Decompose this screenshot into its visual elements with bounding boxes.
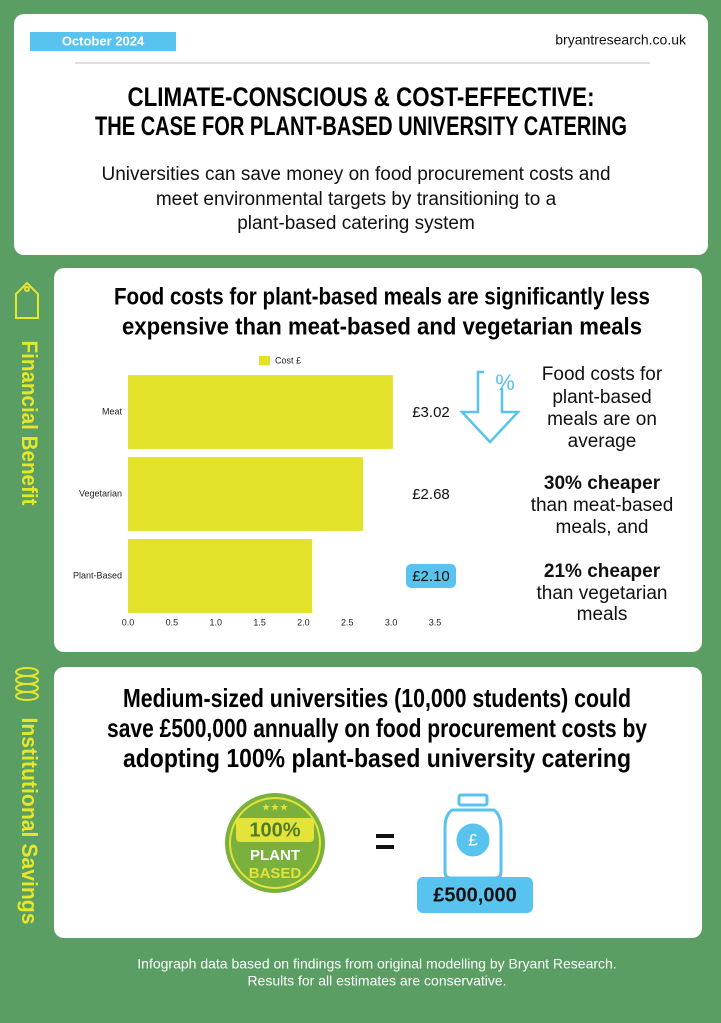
subtitle-line: plant-based catering system <box>237 213 475 234</box>
x-tick-label: 0.5 <box>166 617 179 627</box>
callout-highlight: 21% cheaper <box>544 561 661 582</box>
section-heading: Food costs for plant-based meals are sig… <box>114 283 650 310</box>
side-label: Institutional Savings <box>17 718 42 925</box>
callout-text: than meat-based <box>531 495 674 516</box>
jar-symbol: £ <box>468 830 478 849</box>
svg-text:★★★: ★★★ <box>262 803 289 814</box>
bar <box>128 375 393 449</box>
equals-sign <box>376 834 394 849</box>
coins-icon <box>15 667 39 701</box>
amount-box <box>417 877 533 913</box>
legend-swatch <box>259 356 270 365</box>
section-heading: save £500,000 annually on food procureme… <box>107 713 647 743</box>
callout-text: meals are on <box>547 409 657 430</box>
subtitle-line: Universities can save money on food proc… <box>101 164 610 185</box>
callout-text: plant-based <box>552 387 651 408</box>
amount: £500,000 <box>433 884 516 906</box>
callout-text: meals, and <box>556 517 649 538</box>
date-pill <box>30 32 176 51</box>
down-arrow-icon <box>459 370 521 444</box>
header-card <box>14 14 708 255</box>
bar-chart: 0.0 0.5 1.0 1.5 2.0 2.5 3.0 3.5 Cost £ Meat £3.02 V… <box>73 355 456 627</box>
section-card <box>54 667 702 938</box>
bar <box>128 539 313 613</box>
callout-text: average <box>568 431 637 452</box>
title-line: CLIMATE-CONSCIOUS & COST-EFFECTIVE: <box>128 82 595 112</box>
side-label: Financial Benefit <box>17 341 42 507</box>
x-tick-label: 3.5 <box>429 617 442 627</box>
x-tick-label: 1.0 <box>209 617 222 627</box>
value-label: £3.02 <box>412 404 450 421</box>
category-label: Vegetarian <box>79 488 122 498</box>
x-tick-label: 1.5 <box>253 617 266 627</box>
badge: ★★★ <box>225 793 325 893</box>
x-tick-label: 2.5 <box>341 617 354 627</box>
legend-label: Cost £ <box>275 355 301 365</box>
callout-text: than vegetarian <box>537 583 668 604</box>
callout-text: meals <box>577 604 628 625</box>
date: October 2024 <box>62 33 145 48</box>
value-label: £2.68 <box>412 486 450 503</box>
category-label: Plant-Based <box>73 570 122 580</box>
callout-highlight: 30% cheaper <box>544 473 661 494</box>
title-line: THE CASE FOR PLANT-BASED UNIVERSITY CATE… <box>95 111 627 141</box>
x-tick-label: 2.0 <box>297 617 310 627</box>
badge-text: PLANT <box>250 847 300 864</box>
bar <box>128 457 364 531</box>
money-icon <box>15 281 39 319</box>
value-label: £2.10 <box>412 568 450 585</box>
x-tick-label: 0.0 <box>122 617 135 627</box>
callout-text: Food costs for <box>542 364 663 385</box>
x-tick-label: 3.0 <box>385 617 398 627</box>
site: bryantresearch.co.uk <box>555 32 687 48</box>
footer-line: Infograph data based on findings from or… <box>137 956 616 972</box>
icon-symbol: % <box>495 370 515 395</box>
badge-text: BASED <box>249 865 302 882</box>
subtitle-line: meet environmental targets by transition… <box>156 189 557 210</box>
section-heading: expensive than meat-based and vegetarian… <box>122 313 642 340</box>
category-label: Meat <box>102 406 123 416</box>
badge-text: 100% <box>249 819 300 841</box>
section-heading: Medium-sized universities (10,000 studen… <box>123 683 631 713</box>
value-highlight <box>406 564 456 588</box>
footer-line: Results for all estimates are conservati… <box>247 973 506 989</box>
section-heading: adopting 100% plant-based university cat… <box>123 743 631 773</box>
